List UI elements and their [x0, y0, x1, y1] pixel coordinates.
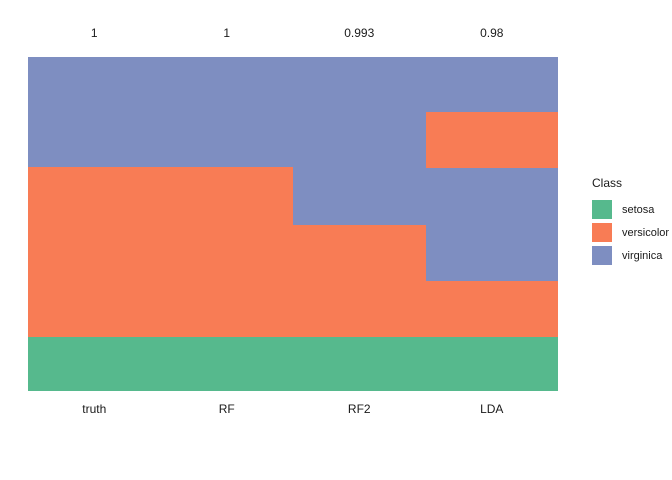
legend: Class setosa versicolor virginica	[592, 176, 669, 269]
legend-label-virginica: virginica	[622, 249, 663, 262]
accuracy-label-RF: 1	[223, 26, 231, 40]
x-axis-labels-row: truth RF RF2 LDA	[28, 402, 558, 416]
x-axis-label-RF: RF	[218, 402, 235, 416]
tile-versicolor	[28, 167, 161, 337]
column-LDA	[425, 57, 558, 391]
legend-item-virginica: virginica	[592, 246, 669, 265]
tile-versicolor	[425, 280, 558, 337]
tile-virginica	[425, 57, 558, 112]
legend-swatch-versicolor	[592, 223, 612, 242]
accuracy-labels-row: 1 1 0.993 0.98	[28, 26, 558, 40]
accuracy-label-LDA: 0.98	[480, 26, 504, 40]
legend-item-setosa: setosa	[592, 200, 669, 219]
tile-virginica	[28, 57, 161, 167]
accuracy-label-RF2: 0.993	[344, 26, 375, 40]
tile-setosa	[160, 337, 293, 391]
tile-setosa	[28, 337, 161, 391]
legend-label-versicolor: versicolor	[622, 226, 670, 239]
tile-versicolor	[425, 112, 558, 168]
x-axis-label-RF2: RF2	[347, 402, 371, 416]
plot-panel	[28, 57, 558, 391]
legend-title: Class	[592, 176, 623, 190]
x-axis-label-truth: truth	[82, 402, 107, 416]
legend-items: setosa versicolor virginica	[592, 200, 669, 265]
tile-virginica	[425, 167, 558, 281]
tile-virginica	[293, 57, 426, 225]
tile-virginica	[160, 57, 293, 167]
tile-versicolor	[293, 225, 426, 337]
tile-setosa	[293, 336, 426, 391]
column-truth	[28, 57, 161, 391]
legend-swatch-virginica	[592, 246, 612, 265]
legend-item-versicolor: versicolor	[592, 223, 669, 242]
x-axis-label-LDA: LDA	[480, 402, 504, 416]
legend-swatch-setosa	[592, 200, 612, 219]
legend-label-setosa: setosa	[622, 203, 655, 216]
column-RF	[160, 57, 293, 391]
tile-setosa	[425, 336, 558, 391]
column-RF2	[293, 57, 426, 391]
accuracy-label-truth: 1	[90, 26, 98, 40]
tile-versicolor	[160, 167, 293, 337]
